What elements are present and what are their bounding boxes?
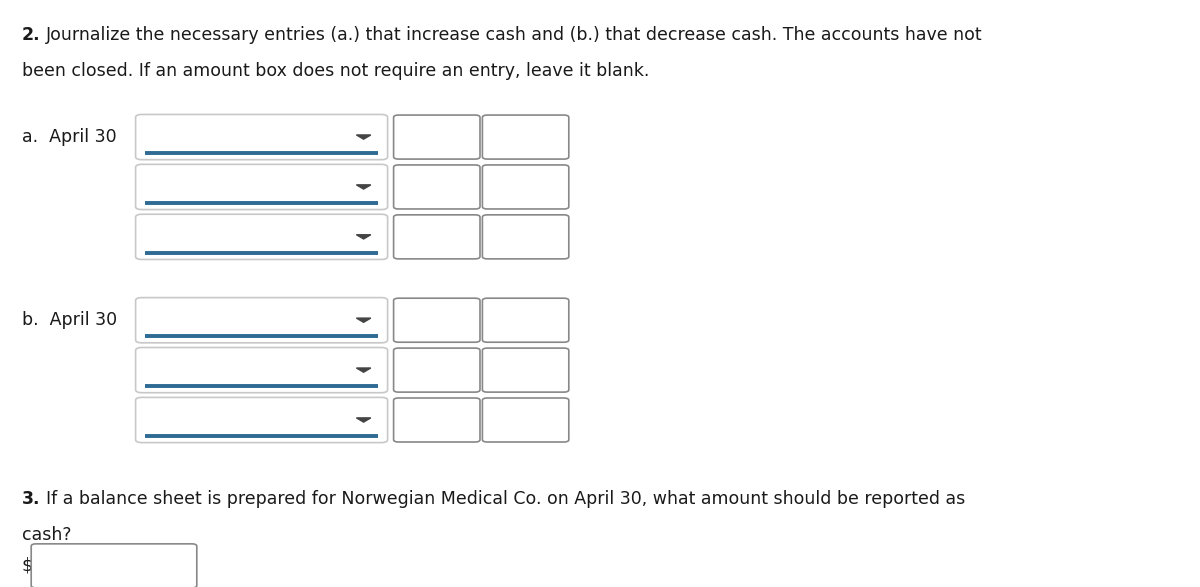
FancyBboxPatch shape — [136, 397, 388, 443]
FancyBboxPatch shape — [482, 215, 569, 259]
FancyBboxPatch shape — [482, 298, 569, 342]
FancyBboxPatch shape — [394, 165, 480, 209]
FancyBboxPatch shape — [394, 298, 480, 342]
FancyBboxPatch shape — [136, 164, 388, 210]
Polygon shape — [356, 235, 371, 239]
FancyBboxPatch shape — [394, 215, 480, 259]
FancyBboxPatch shape — [394, 348, 480, 392]
FancyBboxPatch shape — [482, 348, 569, 392]
Polygon shape — [356, 368, 371, 372]
Text: b.  April 30: b. April 30 — [22, 311, 116, 329]
Text: cash?: cash? — [22, 526, 71, 544]
Polygon shape — [356, 135, 371, 139]
FancyBboxPatch shape — [31, 544, 197, 587]
FancyBboxPatch shape — [136, 214, 388, 259]
FancyBboxPatch shape — [394, 398, 480, 442]
FancyBboxPatch shape — [482, 115, 569, 159]
FancyBboxPatch shape — [136, 298, 388, 343]
Text: 3.: 3. — [22, 490, 40, 508]
FancyBboxPatch shape — [136, 114, 388, 160]
Text: 2.: 2. — [22, 26, 41, 45]
Text: If a balance sheet is prepared for Norwegian Medical Co. on April 30, what amoun: If a balance sheet is prepared for Norwe… — [46, 490, 965, 508]
Text: a.  April 30: a. April 30 — [22, 128, 116, 146]
Text: $: $ — [22, 557, 32, 575]
FancyBboxPatch shape — [136, 348, 388, 393]
FancyBboxPatch shape — [394, 115, 480, 159]
FancyBboxPatch shape — [482, 398, 569, 442]
Text: been closed. If an amount box does not require an entry, leave it blank.: been closed. If an amount box does not r… — [22, 62, 649, 80]
Text: Journalize the necessary entries (a.) that increase cash and (b.) that decrease : Journalize the necessary entries (a.) th… — [46, 26, 983, 45]
Polygon shape — [356, 318, 371, 322]
Polygon shape — [356, 418, 371, 422]
Polygon shape — [356, 185, 371, 189]
FancyBboxPatch shape — [482, 165, 569, 209]
